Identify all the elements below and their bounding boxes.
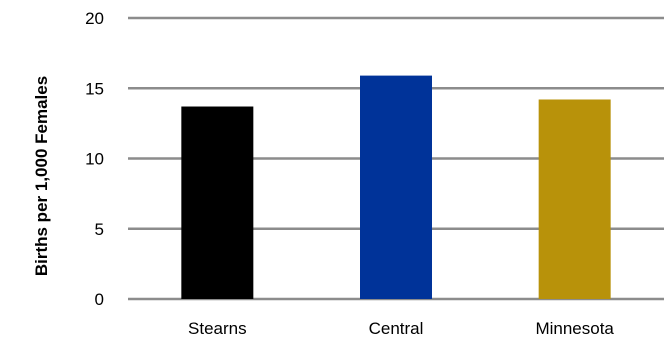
y-tick-label: 20	[85, 9, 104, 28]
y-axis-ticks: 0 5 10 15 20	[85, 9, 104, 309]
bar-minnesota	[538, 99, 611, 300]
y-tick-label: 15	[85, 79, 104, 98]
x-axis-ticks: Stearns Central Minnesota	[188, 319, 614, 338]
bars	[181, 75, 611, 300]
x-tick-label-minnesota: Minnesota	[535, 319, 614, 338]
bar-central	[360, 75, 432, 299]
x-tick-label-central: Central	[369, 319, 424, 338]
y-tick-label: 0	[95, 290, 104, 309]
y-tick-label: 5	[95, 220, 104, 239]
y-axis-title: Births per 1,000 Females	[32, 76, 51, 276]
bar-stearns	[181, 106, 254, 299]
y-tick-label: 10	[85, 150, 104, 169]
x-tick-label-stearns: Stearns	[188, 319, 247, 338]
